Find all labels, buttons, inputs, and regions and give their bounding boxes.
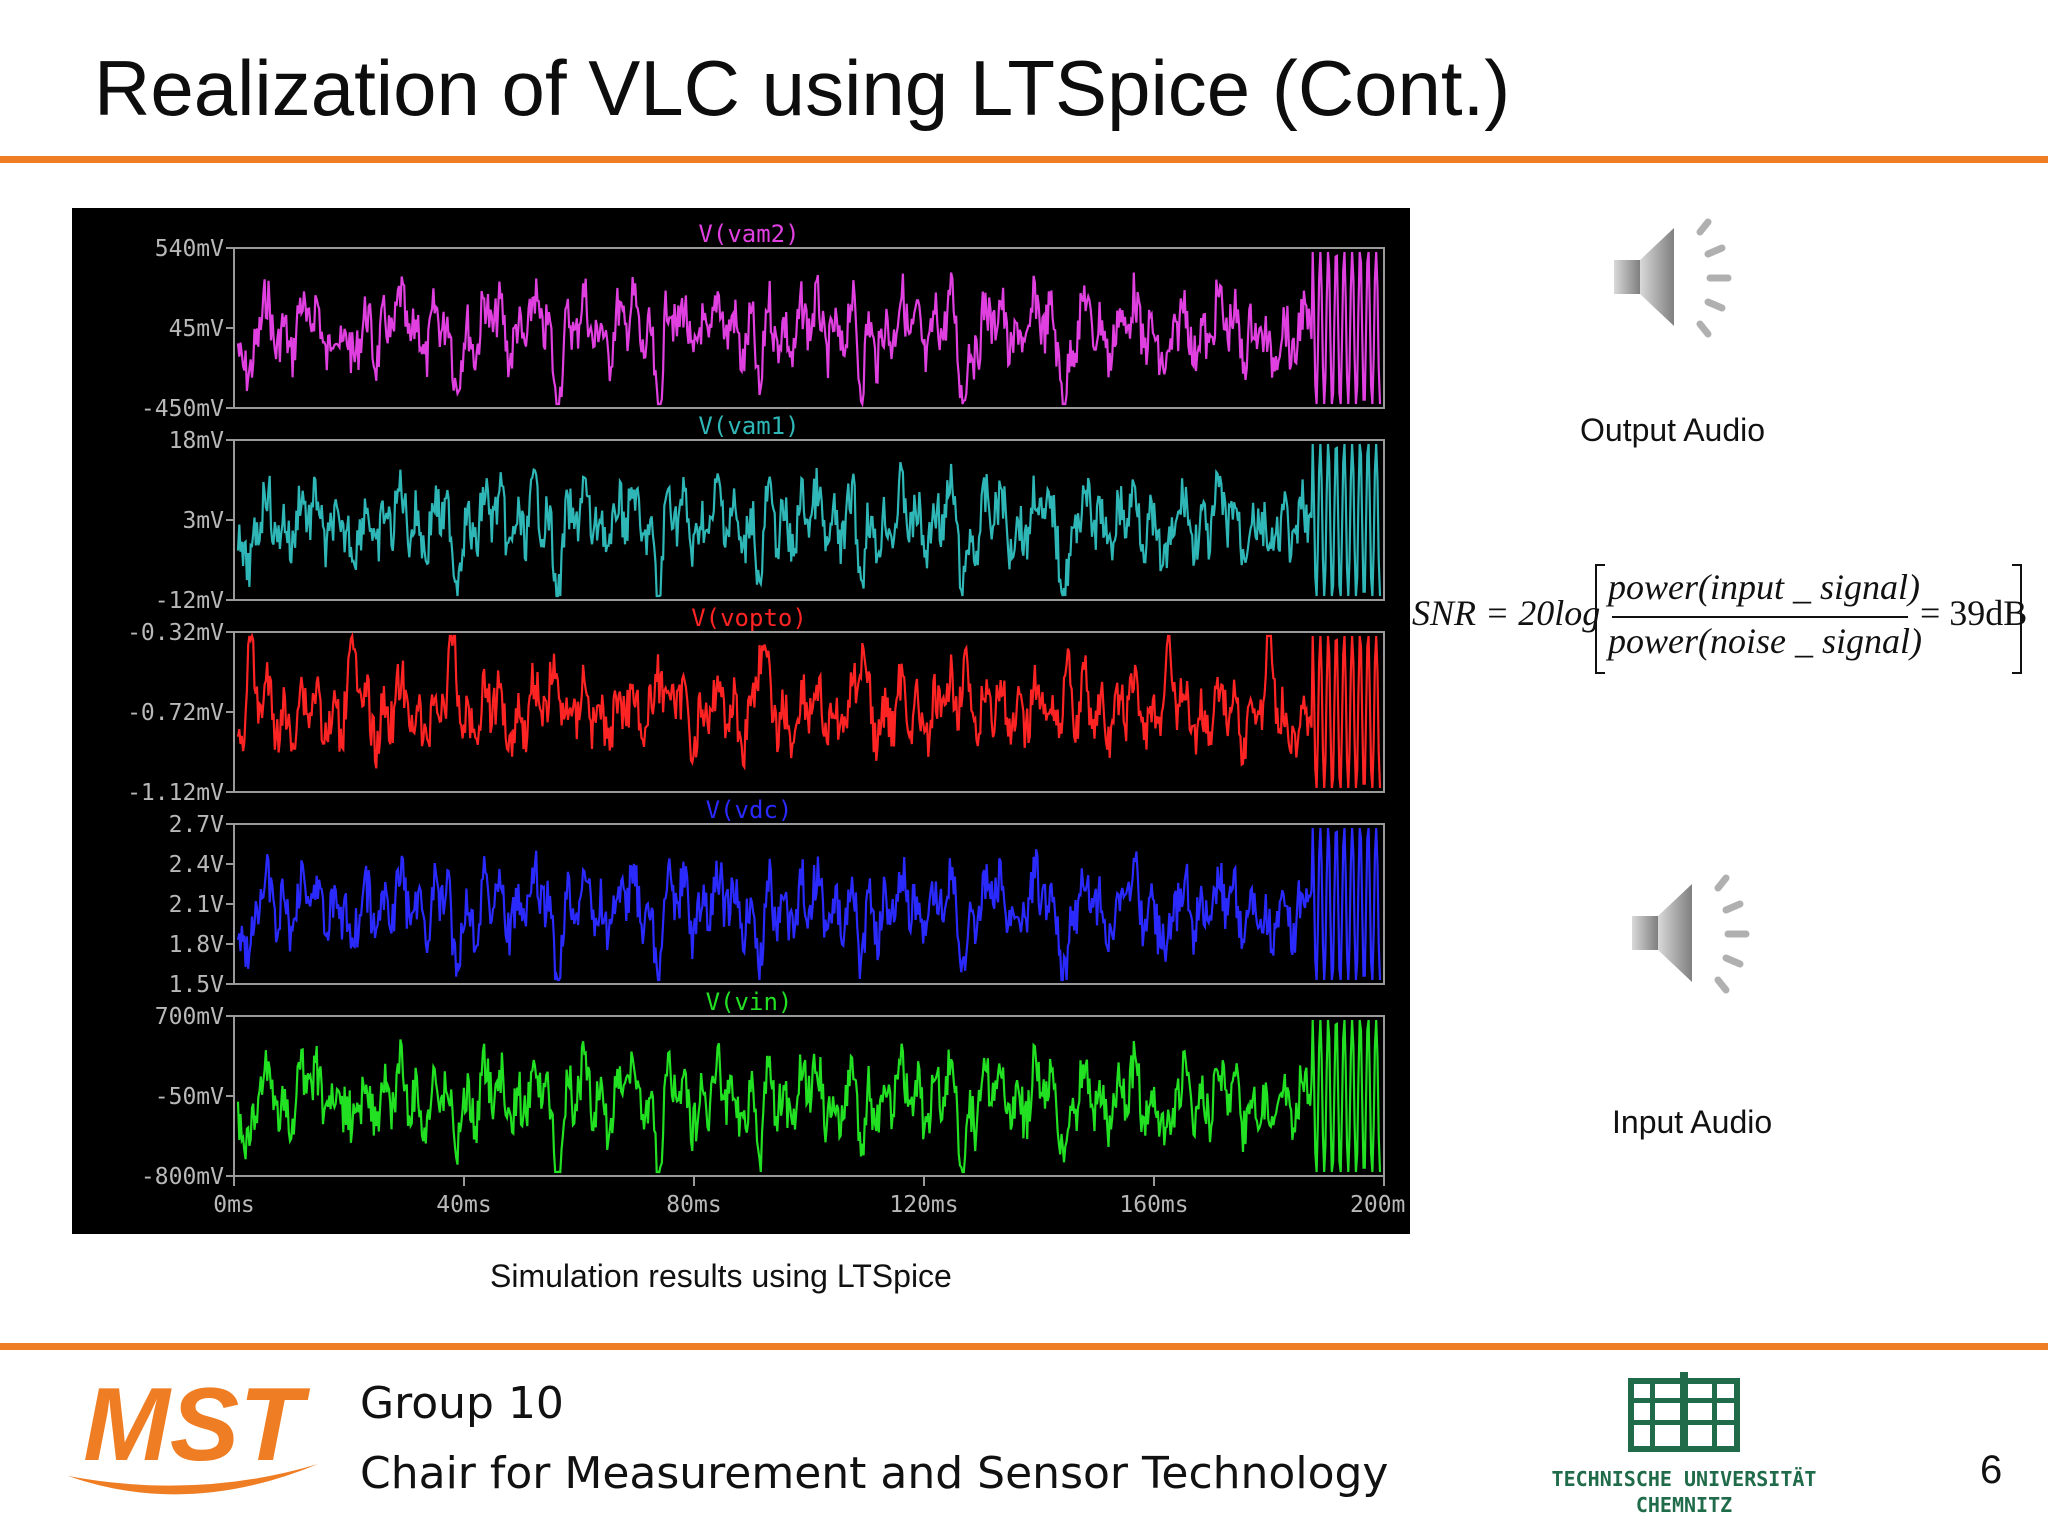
footer-chair: Chair for Measurement and Sensor Technol… xyxy=(360,1448,1389,1499)
formula-numerator: power(input _ signal) xyxy=(1608,567,1920,607)
trace-label-1: V(vam1) xyxy=(698,412,799,440)
footer-divider xyxy=(0,1343,2048,1350)
y-tick-label: -800mV xyxy=(141,1164,224,1190)
chart-caption: Simulation results using LTSpice xyxy=(490,1258,952,1294)
y-tick-label: -12mV xyxy=(155,588,224,614)
waveform-V(vam1) xyxy=(236,443,1382,598)
tu-logo-line2: CHEMNITZ xyxy=(1636,1493,1732,1517)
page-number: 6 xyxy=(1980,1448,2003,1492)
y-tick-label: 18mV xyxy=(169,428,225,454)
trace-label-2: V(vopto) xyxy=(691,604,807,632)
y-tick-label: -0.72mV xyxy=(127,700,224,726)
formula-denominator: power(noise _ signal) xyxy=(1608,621,1922,661)
trace-label-4: V(vin) xyxy=(706,988,793,1016)
input-speaker-icon[interactable] xyxy=(1626,868,1776,998)
y-tick-label: 1.8V xyxy=(169,932,225,958)
x-tick-label: 120ms xyxy=(889,1192,958,1218)
output-audio-label: Output Audio xyxy=(1580,412,1766,448)
y-tick-label: 45mV xyxy=(169,316,225,342)
y-tick-label: 700mV xyxy=(155,1004,224,1030)
tu-logo-line1: TECHNISCHE UNIVERSITÄT xyxy=(1552,1467,1817,1491)
y-tick-label: 1.5V xyxy=(169,972,225,998)
x-tick-label: 80ms xyxy=(666,1192,721,1218)
ltspice-waveform-chart: V(vam2) 540mV 45mV -450mV V(vam1) 18mV 3mV -12m… xyxy=(72,208,1410,1234)
mst-logo: MST xyxy=(68,1368,318,1495)
left-bracket xyxy=(1595,564,1605,674)
x-tick-label: 40ms xyxy=(436,1192,491,1218)
output-speaker-icon[interactable] xyxy=(1608,212,1758,342)
trace-label-0: V(vam2) xyxy=(698,220,799,248)
y-tick-label: -450mV xyxy=(141,396,224,422)
y-tick-label: -50mV xyxy=(155,1084,224,1110)
header-divider xyxy=(0,156,2048,163)
x-tick-label: 200m xyxy=(1350,1192,1405,1218)
slide-title: Realization of VLC using LTSpice (Cont.) xyxy=(94,44,1511,132)
fraction-bar xyxy=(1612,616,1908,618)
mst-logo-text: MST xyxy=(83,1368,310,1483)
formula-rhs: = 39dB xyxy=(1920,593,2028,633)
trace-label-3: V(vdc) xyxy=(706,796,793,824)
y-tick-label: 2.1V xyxy=(169,892,225,918)
tu-chemnitz-logo: TECHNISCHE UNIVERSITÄT CHEMNITZ xyxy=(1552,1372,1817,1517)
waveform-V(vin) xyxy=(236,1019,1382,1174)
y-tick-label: 540mV xyxy=(155,236,224,262)
snr-formula: SNR = 20log power(input _ signal) power(… xyxy=(1412,556,2042,676)
y-tick-label: 3mV xyxy=(182,508,224,534)
right-bracket xyxy=(2012,564,2022,674)
y-tick-label: -0.32mV xyxy=(127,620,224,646)
waveform-V(vdc) xyxy=(236,827,1382,982)
waveform-V(vopto) xyxy=(236,631,1382,789)
waveform-V(vam2) xyxy=(236,251,1382,408)
formula-lhs: SNR = 20log xyxy=(1412,593,1601,633)
y-tick-label: 2.7V xyxy=(169,812,225,838)
input-audio-label: Input Audio xyxy=(1612,1104,1773,1140)
y-tick-label: 2.4V xyxy=(169,852,225,878)
x-tick-label: 160ms xyxy=(1119,1192,1188,1218)
x-tick-label: 0ms xyxy=(213,1192,255,1218)
y-tick-label: -1.12mV xyxy=(127,780,224,806)
footer-group: Group 10 xyxy=(360,1378,564,1429)
